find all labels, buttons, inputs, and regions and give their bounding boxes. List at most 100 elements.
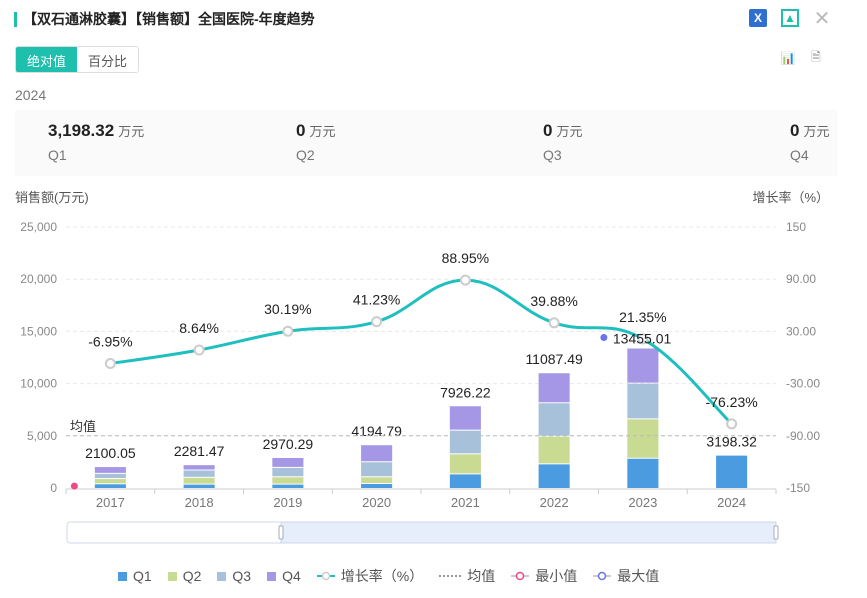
- bar-q1: [627, 458, 659, 488]
- total-label: 3198.32: [706, 434, 757, 450]
- summary-q4: 0 万元 Q4: [790, 121, 829, 163]
- legend-mean[interactable]: 均值: [439, 566, 495, 586]
- legend-max[interactable]: 最大值: [593, 566, 659, 586]
- y2-tick-label: 30.00: [786, 324, 816, 338]
- summary-q2: 0 万元 Q2: [296, 121, 335, 163]
- legend-q1[interactable]: Q1: [118, 568, 152, 584]
- y2-tick-label: 150: [786, 220, 806, 234]
- y2-tick-label: -90.00: [786, 429, 820, 443]
- bar-q2: [361, 477, 393, 483]
- growth-point: [104, 358, 116, 370]
- bar-q2: [538, 436, 570, 464]
- q-value: 0: [790, 121, 800, 140]
- document-icon[interactable]: 🗎: [811, 49, 821, 64]
- x-tick-label: 2020: [362, 495, 391, 510]
- bar-q4: [94, 467, 126, 473]
- legend-q3[interactable]: Q3: [217, 568, 251, 584]
- tab-percent[interactable]: 百分比: [77, 47, 139, 72]
- legend-q2[interactable]: Q2: [167, 568, 202, 584]
- q-unit: 万元: [803, 124, 830, 139]
- q-value: 0: [296, 121, 306, 140]
- bar-q3: [361, 462, 393, 477]
- growth-point: [459, 274, 471, 286]
- max-marker: [600, 334, 608, 342]
- bar-q3: [538, 403, 570, 436]
- legend-label: Q3: [232, 568, 252, 584]
- export-excel-icon[interactable]: X: [749, 9, 767, 27]
- bar-q3: [627, 383, 659, 419]
- summary-q1: 3,198.32 万元 Q1: [48, 121, 144, 163]
- y-tick-label: 15,000: [20, 324, 57, 338]
- total-label: 2970.29: [263, 436, 314, 452]
- q-label: Q2: [296, 147, 315, 163]
- bar-q2: [183, 477, 215, 484]
- growth-label: -6.95%: [88, 334, 132, 350]
- legend-label: 均值: [467, 568, 496, 584]
- growth-point: [282, 325, 294, 337]
- bar-q3: [94, 473, 126, 479]
- q-value: 3,198.32: [48, 121, 115, 140]
- zoom-slider-handle[interactable]: [773, 525, 779, 540]
- growth-point: [193, 344, 205, 356]
- growth-point: [371, 316, 383, 328]
- legend-min[interactable]: 最小值: [511, 566, 577, 586]
- bar-q1: [183, 484, 215, 488]
- q-label: Q3: [543, 147, 562, 163]
- growth-point: [637, 333, 649, 345]
- growth-label: -76.23%: [706, 394, 758, 410]
- total-label: 4194.79: [351, 423, 402, 439]
- bar-q4: [361, 445, 393, 462]
- chart-header: 【双石通淋胶囊】【销售额】全国医院-年度趋势: [14, 10, 315, 28]
- mean-label: 均值: [70, 419, 96, 434]
- zoom-slider-handle[interactable]: [278, 525, 284, 540]
- bar-q3: [449, 430, 481, 454]
- bar-q2: [94, 479, 126, 484]
- accent-bar: [14, 11, 17, 27]
- bar-q4: [627, 348, 659, 383]
- page-title: 【双石通淋胶囊】【销售额】全国医院-年度趋势: [23, 11, 315, 27]
- x-tick-label: 2022: [540, 495, 569, 510]
- bar-q4: [538, 373, 570, 403]
- export-image-icon[interactable]: ▲: [781, 9, 799, 27]
- bar-q1: [538, 464, 570, 488]
- growth-point: [726, 418, 738, 430]
- bar-q1: [716, 455, 748, 488]
- q-unit: 万元: [118, 124, 145, 139]
- bar-q2: [272, 477, 304, 484]
- y-tick-label: 10,000: [20, 377, 57, 391]
- x-tick-label: 2017: [96, 495, 125, 510]
- bar-q2: [449, 454, 481, 474]
- bar-q3: [272, 467, 304, 477]
- legend-label: 增长率（%）: [340, 568, 424, 584]
- summary-year: 2024: [15, 87, 47, 103]
- legend: Q1 Q2 Q3 Q4 增长率（%） 均值 最小值 最大值: [118, 566, 675, 586]
- bar-q1: [272, 484, 304, 488]
- x-tick-label: 2023: [628, 495, 657, 510]
- y-tick-label: 0: [50, 481, 57, 495]
- bar-q1: [361, 483, 393, 488]
- y-tick-label: 25,000: [20, 220, 57, 234]
- growth-label: 21.35%: [619, 309, 666, 325]
- legend-growth[interactable]: 增长率（%）: [316, 566, 424, 586]
- quarter-summary: 3,198.32 万元 Q1 0 万元 Q2 0 万元 Q3 0 万元 Q4: [15, 110, 837, 176]
- close-icon[interactable]: ✕: [813, 7, 831, 30]
- total-label: 2100.05: [85, 445, 136, 461]
- legend-label: Q1: [133, 568, 152, 584]
- total-label: 11087.49: [525, 351, 583, 367]
- zoom-slider-range[interactable]: [280, 521, 777, 544]
- q-label: Q4: [790, 147, 809, 163]
- bar-q4: [183, 465, 215, 470]
- legend-label: Q2: [182, 568, 202, 584]
- tab-absolute[interactable]: 绝对值: [16, 47, 78, 72]
- legend-q4[interactable]: Q4: [267, 568, 301, 584]
- total-label: 7926.22: [440, 384, 491, 400]
- y-axis-title: 销售额(万元): [15, 190, 89, 205]
- bar-q3: [183, 470, 215, 477]
- bar-chart-icon[interactable]: 📊: [780, 51, 796, 65]
- q-value: 0: [543, 121, 553, 140]
- growth-point: [548, 317, 560, 329]
- max-label: 13455.01: [613, 331, 672, 347]
- bar-q4: [272, 457, 304, 467]
- y2-axis-title: 增长率（%）: [752, 190, 829, 205]
- min-marker: [70, 482, 78, 490]
